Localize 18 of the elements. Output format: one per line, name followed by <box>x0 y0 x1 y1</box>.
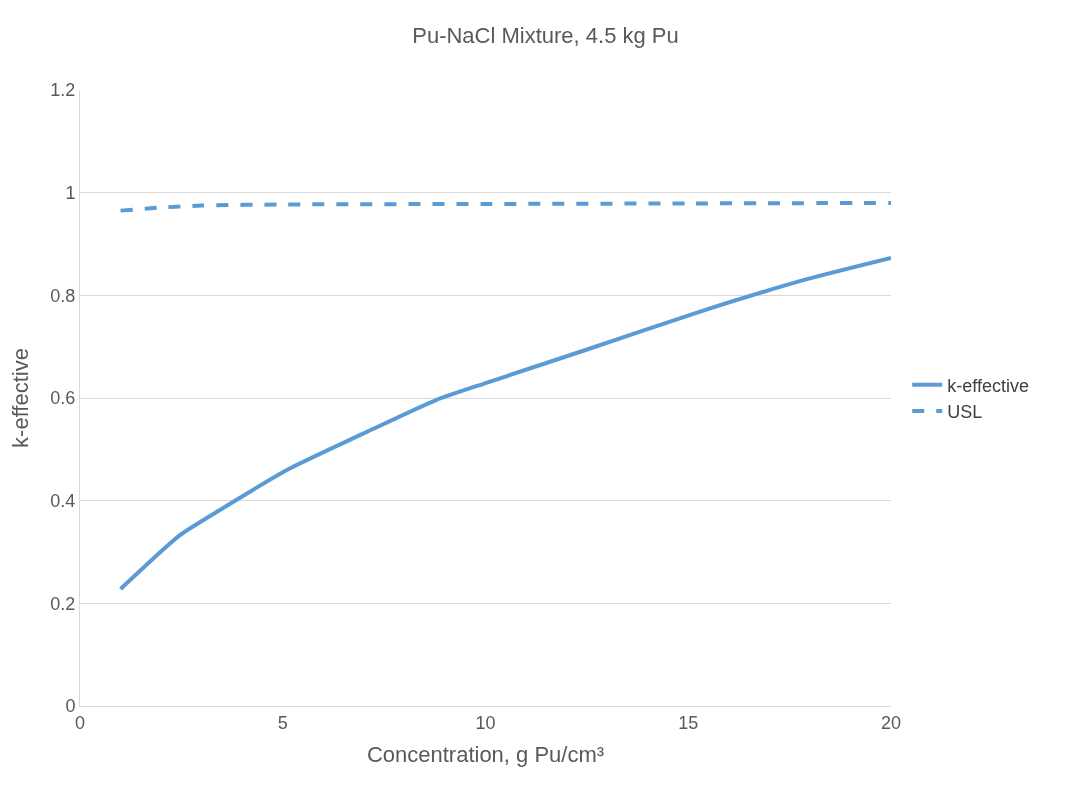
x-tick-label: 15 <box>678 712 699 733</box>
y-tick-label: 0.8 <box>50 285 76 306</box>
y-tick-label: 0.6 <box>50 388 76 409</box>
y-tick-label: 0.2 <box>50 593 76 614</box>
legend-label: k-effective <box>947 375 1029 396</box>
x-tick-label: 5 <box>277 712 288 733</box>
x-tick-label: 20 <box>880 712 902 733</box>
line-series <box>118 200 891 213</box>
y-tick-label: 0 <box>65 696 76 717</box>
y-tick-label: 0.4 <box>50 490 76 511</box>
y-tick-label: 1 <box>65 182 76 203</box>
y-tick-label: 1.2 <box>50 80 76 101</box>
x-tick-label: 10 <box>475 712 496 733</box>
chart-title: Pu-NaCl Mixture, 4.5 kg Pu <box>412 23 679 49</box>
legend-label: USL <box>947 402 983 423</box>
line-series <box>118 255 891 591</box>
y-axis-title: k-effective <box>8 348 34 448</box>
x-axis-title: Concentration, g Pu/cm³ <box>366 742 605 768</box>
